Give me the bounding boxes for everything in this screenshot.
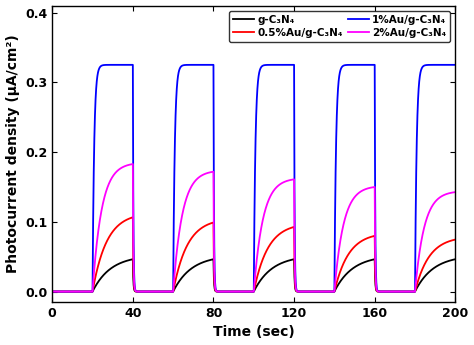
0.5%Au/g-C₃N₄ — [252, 283, 258, 287]
g-C₃N₄ — [226, 289, 231, 294]
Y-axis label: Photocurrent density (μA/cm²): Photocurrent density (μA/cm²) — [6, 34, 19, 273]
g-C₃N₄ — [252, 287, 258, 291]
2%Au/g-C₃N₄ — [453, 190, 458, 194]
1%Au/g-C₃N₄ — [129, 63, 135, 67]
2%Au/g-C₃N₄ — [252, 274, 258, 278]
1%Au/g-C₃N₄ — [106, 63, 112, 67]
g-C₃N₄ — [453, 257, 458, 261]
1%Au/g-C₃N₄ — [221, 289, 227, 294]
g-C₃N₄ — [324, 289, 329, 294]
Line: g-C₃N₄: g-C₃N₄ — [52, 259, 456, 292]
g-C₃N₄ — [130, 257, 136, 261]
2%Au/g-C₃N₄ — [324, 289, 329, 294]
X-axis label: Time (sec): Time (sec) — [213, 325, 295, 339]
2%Au/g-C₃N₄ — [226, 289, 231, 294]
0.5%Au/g-C₃N₄ — [49, 289, 55, 294]
g-C₃N₄ — [49, 289, 55, 294]
2%Au/g-C₃N₄ — [129, 162, 135, 166]
2%Au/g-C₃N₄ — [106, 181, 112, 186]
1%Au/g-C₃N₄ — [252, 164, 258, 168]
Legend: g-C₃N₄, 0.5%Au/g-C₃N₄, 1%Au/g-C₃N₄, 2%Au/g-C₃N₄: g-C₃N₄, 0.5%Au/g-C₃N₄, 1%Au/g-C₃N₄, 2%Au… — [229, 11, 450, 42]
1%Au/g-C₃N₄ — [226, 289, 231, 294]
0.5%Au/g-C₃N₄ — [324, 289, 329, 294]
0.5%Au/g-C₃N₄ — [221, 289, 227, 294]
g-C₃N₄ — [106, 268, 112, 272]
1%Au/g-C₃N₄ — [324, 289, 329, 294]
g-C₃N₄ — [221, 289, 227, 294]
0.5%Au/g-C₃N₄ — [453, 237, 458, 242]
1%Au/g-C₃N₄ — [49, 289, 55, 294]
Line: 1%Au/g-C₃N₄: 1%Au/g-C₃N₄ — [52, 65, 456, 292]
0.5%Au/g-C₃N₄ — [226, 289, 231, 294]
1%Au/g-C₃N₄ — [453, 63, 458, 67]
g-C₃N₄ — [129, 257, 135, 262]
0.5%Au/g-C₃N₄ — [130, 215, 136, 219]
0.5%Au/g-C₃N₄ — [129, 215, 135, 219]
2%Au/g-C₃N₄ — [221, 289, 227, 294]
Line: 2%Au/g-C₃N₄: 2%Au/g-C₃N₄ — [52, 164, 456, 292]
0.5%Au/g-C₃N₄ — [106, 235, 112, 239]
Line: 0.5%Au/g-C₃N₄: 0.5%Au/g-C₃N₄ — [52, 217, 456, 292]
2%Au/g-C₃N₄ — [49, 289, 55, 294]
1%Au/g-C₃N₄ — [130, 63, 136, 67]
2%Au/g-C₃N₄ — [130, 162, 136, 166]
